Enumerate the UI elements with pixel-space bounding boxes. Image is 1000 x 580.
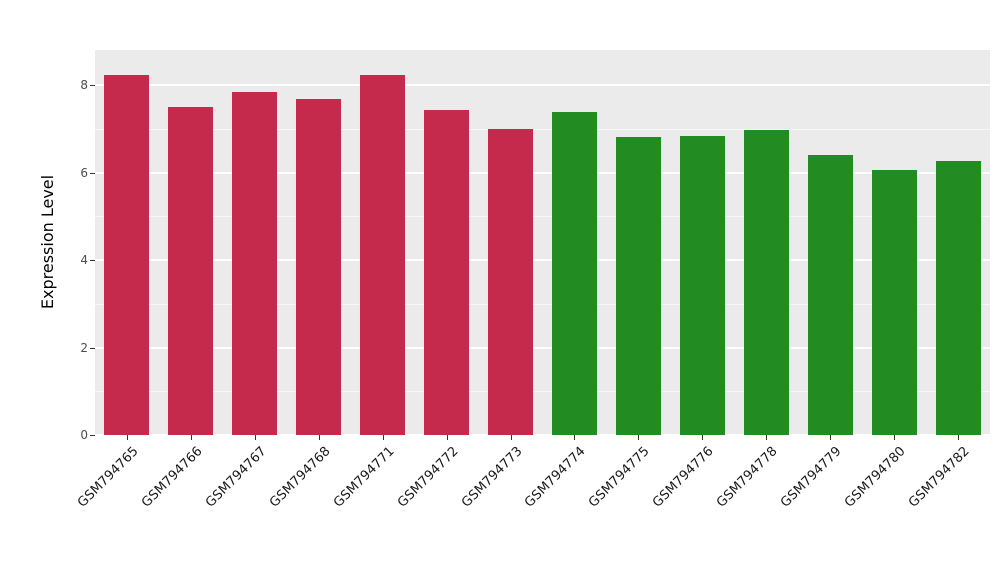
gridline-major [95, 171, 990, 174]
bar-GSM794779 [808, 155, 853, 435]
gridline-minor [95, 303, 990, 305]
y-tick-mark [90, 435, 95, 436]
bar-GSM794766 [168, 107, 213, 435]
bar-GSM794771 [360, 75, 405, 435]
x-tick-label-GSM794775: GSM794775 [586, 444, 653, 511]
bar-GSM794774 [552, 112, 597, 435]
bar-GSM794776 [680, 136, 725, 435]
x-tick-mark [318, 435, 320, 440]
bar-GSM794765 [104, 75, 149, 435]
x-tick-label-GSM794779: GSM794779 [778, 444, 845, 511]
x-tick-label-GSM794780: GSM794780 [842, 444, 909, 511]
x-tick-mark [702, 435, 704, 440]
plot-panel [95, 50, 990, 436]
x-tick-label-GSM794771: GSM794771 [330, 444, 398, 511]
x-tick-label-GSM794772: GSM794772 [394, 444, 462, 511]
x-tick-label-GSM794774: GSM794774 [522, 444, 590, 511]
bar-GSM794780 [872, 170, 917, 435]
y-tick-label: 4 [80, 253, 88, 267]
x-tick-mark [638, 435, 640, 440]
bar-GSM794773 [488, 129, 533, 435]
x-tick-label-GSM794768: GSM794768 [266, 444, 334, 511]
y-tick-mark [90, 347, 95, 349]
y-tick-mark [90, 172, 95, 174]
x-tick-label-GSM794765: GSM794765 [74, 444, 142, 511]
x-tick-mark [446, 435, 448, 440]
x-tick-mark [830, 435, 832, 440]
x-tick-label-GSM794778: GSM794778 [714, 444, 781, 511]
x-tick-mark [574, 435, 576, 440]
x-tick-mark [254, 435, 256, 440]
x-tick-label-GSM794766: GSM794766 [138, 444, 206, 511]
bar-GSM794775 [616, 137, 661, 435]
bar-GSM794768 [296, 99, 341, 435]
gridline-minor [95, 128, 990, 130]
x-tick-mark [958, 435, 960, 440]
y-tick-label: 8 [80, 78, 88, 92]
bar-GSM794778 [744, 130, 789, 435]
x-tick-mark [894, 435, 896, 440]
x-tick-mark [510, 435, 512, 440]
x-tick-label-GSM794776: GSM794776 [650, 444, 717, 511]
y-axis-title-text: Expression Level [38, 174, 57, 310]
x-tick-label-GSM794767: GSM794767 [202, 444, 270, 511]
x-tick-label-GSM794782: GSM794782 [906, 444, 973, 511]
gridline-major [95, 434, 990, 436]
gridline-major [95, 346, 990, 349]
gridline-major [95, 84, 990, 86]
y-tick-mark [90, 260, 95, 261]
y-tick-label: 2 [80, 340, 88, 355]
gridline-major [95, 259, 990, 261]
y-tick-mark [90, 85, 95, 86]
gridline-minor [95, 216, 990, 218]
bar-GSM794782 [936, 161, 981, 435]
x-tick-mark [190, 435, 192, 440]
bar-GSM794772 [424, 110, 469, 435]
x-tick-label-GSM794773: GSM794773 [458, 444, 526, 511]
x-tick-mark [126, 435, 128, 440]
x-tick-mark [382, 435, 384, 440]
bar-GSM794767 [232, 92, 277, 435]
x-tick-mark [766, 435, 768, 440]
gridline-minor [95, 391, 990, 393]
y-tick-label: 0 [80, 428, 88, 442]
y-tick-label: 6 [80, 165, 88, 180]
